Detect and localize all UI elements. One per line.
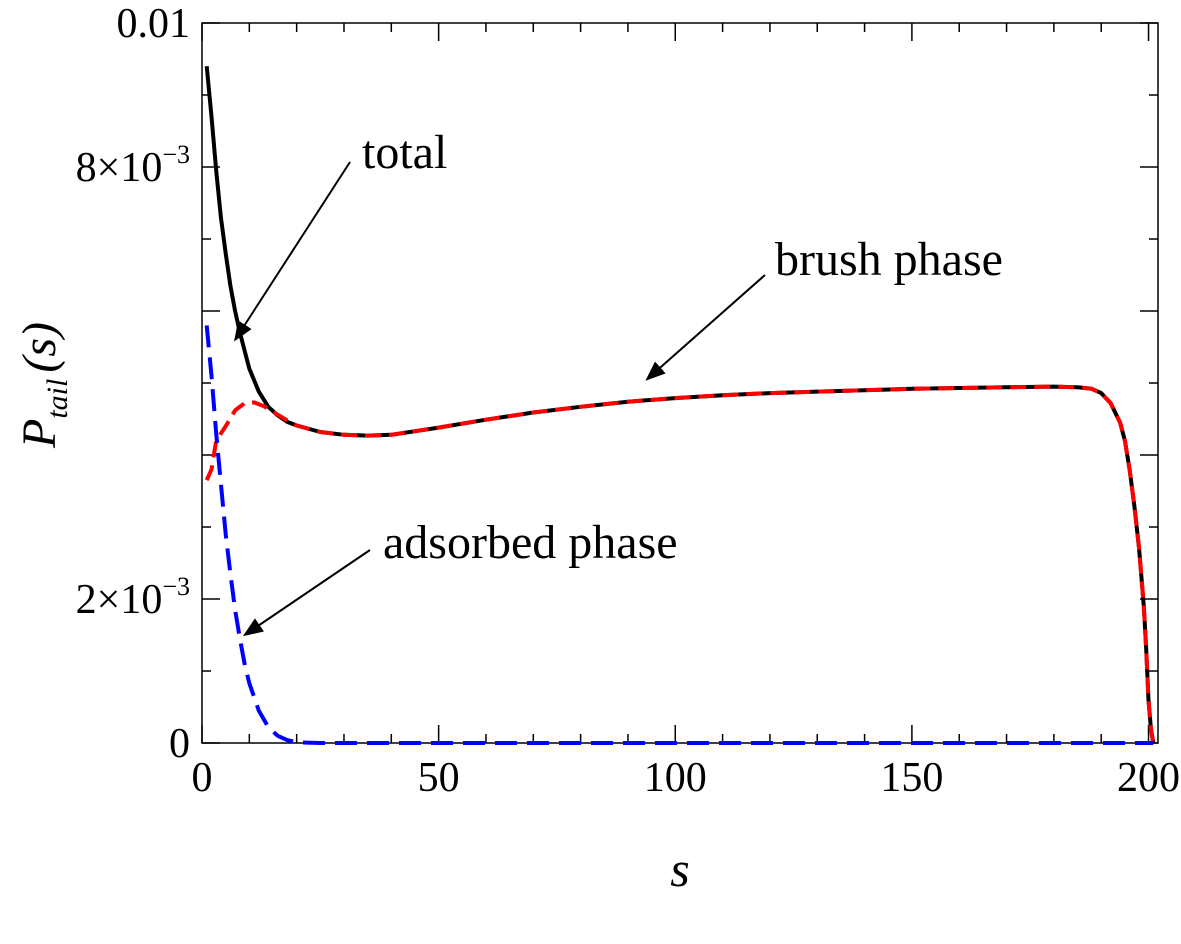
series-line-brush-phase [204, 384, 1156, 744]
y-tick-mantissa: 2×10 [76, 577, 163, 623]
y-tick-label: 2×10−3 [76, 572, 190, 623]
x-tick-label: 100 [644, 755, 707, 801]
annotation-label: brush phase [775, 233, 1003, 286]
axis-ticks [201, 22, 1158, 744]
y-axis-label-arg: (s) [13, 322, 66, 373]
annotations-layer: total brush phase adsorbed phase [234, 126, 1003, 637]
y-tick-exponent: −3 [162, 140, 190, 169]
x-axis-label: s [670, 841, 689, 897]
y-axis-label-sub: tail [41, 379, 74, 419]
y-axis-label-main: P [13, 419, 66, 449]
y-tick-label: 0.01 [117, 1, 191, 47]
x-tick-label: 0 [192, 755, 213, 801]
plot-frame [201, 22, 1159, 744]
annotation-arrow [645, 274, 766, 381]
annotation-arrow [242, 549, 371, 637]
x-tick-label: 150 [880, 755, 943, 801]
y-tick-mantissa: 8×10 [76, 145, 163, 191]
y-axis-label: Ptail (s) [13, 322, 74, 449]
x-tick-label: 50 [418, 755, 460, 801]
series-line-total [204, 66, 1156, 744]
series-layer [204, 66, 1156, 745]
x-tick-label: 200 [1117, 755, 1180, 801]
y-tick-exponent: −3 [162, 572, 190, 601]
annotation-label: total [362, 126, 447, 179]
y-tick-label: 8×10−3 [76, 140, 190, 191]
y-tick-label: 0 [169, 721, 190, 767]
annotation-label: adsorbed phase [383, 516, 678, 569]
series-line-adsorbed-phase [204, 325, 1154, 745]
annotation-arrow [234, 161, 351, 342]
